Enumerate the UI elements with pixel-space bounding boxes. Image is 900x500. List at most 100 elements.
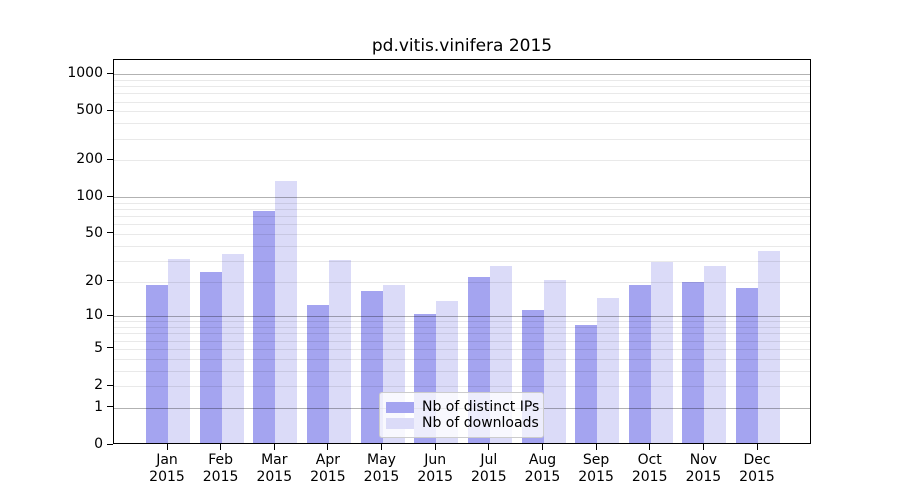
bar-distinct-ips-jan [146,284,168,443]
gridline-700 [114,93,810,95]
x-tick-mark-aug [542,444,543,450]
bar-downloads-jan [168,258,190,443]
gridline-10 [114,316,810,318]
x-tick-label-apr: Apr 2015 [310,452,346,485]
y-tick-mark-5 [107,347,113,349]
y-tick-label-20: 20 [85,272,103,289]
y-tick-mark-100 [107,195,113,197]
x-tick-label-jan: Jan 2015 [149,452,185,485]
legend-label-downloads: Nb of downloads [422,415,539,431]
gridline-9 [114,321,810,323]
x-tick-label-oct: Oct 2015 [631,452,668,485]
gridline-2 [114,386,810,387]
x-tick-label-jun: Jun 2015 [417,452,453,485]
y-tick-mark-20 [107,280,113,281]
bar-distinct-ips-dec [736,287,758,443]
gridline-500 [114,111,810,113]
plot-area: Nb of distinct IPs Nb of downloads [113,59,811,444]
bar-downloads-feb [221,253,244,443]
gridline-600 [114,101,810,103]
x-tick-label-nov: Nov 2015 [685,452,722,485]
y-tick-label-2: 2 [94,377,103,393]
x-tick-mark-may [381,444,382,450]
x-tick-mark-jul [488,444,490,450]
y-tick-label-10: 10 [85,307,103,324]
legend-label-distinct-ips: Nb of distinct IPs [422,399,540,415]
gridline-7 [114,333,810,335]
gridline-8 [114,327,810,328]
y-tick-mark-500 [107,109,113,111]
legend-swatch-distinct-ips [386,401,414,413]
x-tick-mark-jan [166,444,168,450]
bar-distinct-ips-nov [682,282,705,443]
y-tick-mark-10 [107,314,113,316]
legend-swatch-downloads [386,417,414,429]
gridline-30 [114,260,810,262]
gridline-1000 [114,74,810,76]
y-tick-label-50: 50 [85,224,103,241]
bar-downloads-nov [704,266,727,443]
x-tick-mark-oct [649,444,651,450]
x-tick-label-sep: Sep 2015 [578,452,614,485]
gridline-70 [114,216,810,218]
bar-distinct-ips-sep [575,325,598,443]
gridline-4 [114,358,810,360]
y-tick-mark-200 [107,158,113,160]
legend-item-downloads: Nb of downloads [386,415,539,431]
y-tick-mark-2 [107,384,113,386]
y-tick-mark-1000 [107,72,113,74]
legend: Nb of distinct IPs Nb of downloads [379,392,544,438]
gridline-100 [114,197,810,199]
gridline-50 [114,233,810,235]
bar-downloads-mar [275,181,298,443]
bar-downloads-sep [597,297,620,443]
y-tick-mark-50 [107,232,113,234]
chart-title: pd.vitis.vinifera 2015 [371,36,553,56]
y-tick-label-5: 5 [94,339,103,356]
gridline-300 [114,138,810,140]
x-tick-mark-feb [220,444,222,450]
gridline-3 [114,370,810,372]
gridline-800 [114,86,810,87]
y-tick-mark-1 [107,406,113,408]
y-tick-label-0: 0 [94,436,103,452]
bar-downloads-oct [650,262,673,443]
gridline-200 [114,160,810,162]
x-tick-mark-apr [327,444,329,450]
gridline-40 [114,245,810,247]
x-tick-label-jul: Jul 2015 [470,452,507,485]
bar-distinct-ips-may [360,290,383,443]
y-tick-label-100: 100 [76,188,103,205]
x-tick-label-may: May 2015 [363,452,400,485]
bar-distinct-ips-feb [199,272,222,443]
gridline-400 [114,123,810,125]
legend-item-distinct-ips: Nb of distinct IPs [386,399,539,415]
gridline-900 [114,79,810,81]
x-tick-label-dec: Dec 2015 [739,452,775,485]
y-tick-label-1000: 1000 [67,65,103,82]
x-tick-label-mar: Mar 2015 [256,452,293,485]
y-tick-label-200: 200 [76,151,103,168]
x-tick-mark-dec [756,444,758,450]
y-tick-mark-0 [107,443,113,445]
bar-downloads-dec [758,250,780,443]
gridline-80 [114,209,810,211]
bar-downloads-apr [328,260,351,443]
bar-distinct-ips-apr [306,305,329,443]
gridline-20 [114,281,810,283]
gridline-60 [114,224,810,226]
x-tick-mark-nov [702,444,704,450]
bar-downloads-aug [543,279,566,443]
bar-distinct-ips-mar [253,210,276,443]
x-tick-mark-jun [434,444,436,450]
y-tick-label-1: 1 [94,398,103,415]
x-tick-mark-mar [273,444,275,450]
gridline-5 [114,348,810,350]
gridline-90 [114,202,810,204]
gridline-6 [114,340,810,342]
x-tick-label-aug: Aug 2015 [524,452,561,485]
x-tick-label-feb: Feb 2015 [202,452,239,485]
y-tick-label-500: 500 [76,102,103,119]
x-tick-mark-sep [595,444,597,450]
